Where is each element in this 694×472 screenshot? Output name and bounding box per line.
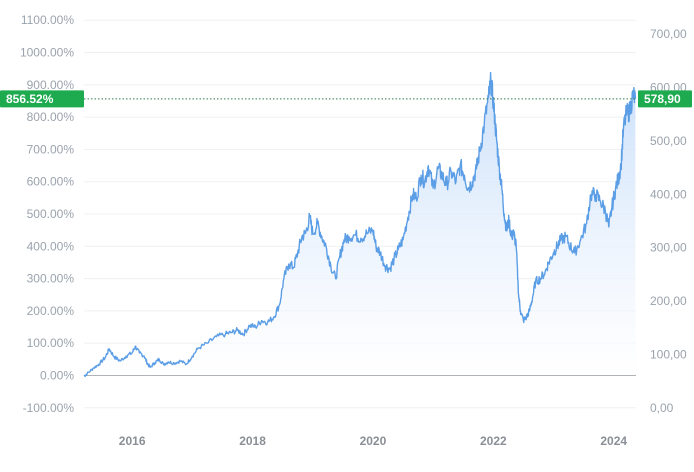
left-tick-label: 100.00% [27,336,75,350]
left-tick-label: 600.00% [27,175,75,189]
left-tick-label: 200.00% [27,304,75,318]
series-line [83,71,637,377]
x-tick-label: 2022 [480,434,507,448]
current-price-badge [638,90,692,108]
right-tick-label: 0,00 [650,401,674,415]
right-tick-label: 100,00 [650,347,687,361]
left-tick-label: 1100.00% [21,13,74,27]
left-tick-label: 900.00% [27,78,75,92]
left-tick-label: 0.00% [40,368,74,382]
right-tick-label: 200,00 [650,294,687,308]
right-axis-ticks: 0,00100,00200,00300,00400,00500,00600,00… [650,27,687,415]
area-fill-layer [84,72,636,377]
left-tick-label: 1000.00% [20,46,74,60]
right-tick-label: 400,00 [650,187,687,201]
current-value-badges: 856.52% 578,90 [0,90,692,108]
right-tick-label: 700,00 [650,27,687,41]
x-tick-label: 2020 [360,434,387,448]
left-axis-ticks: -100.00% 0.00% 100.00% 200.00% 300.00% 400.00… [20,13,74,415]
price-line-layer [83,71,637,377]
left-tick-label: 800.00% [27,110,75,124]
right-tick-label: 300,00 [650,241,687,255]
current-price-label: 578,90 [644,92,681,106]
x-tick-label: 2018 [239,434,266,448]
right-tick-label: 500,00 [650,134,687,148]
left-tick-label: 400.00% [27,239,75,253]
area-fill [84,72,636,377]
current-percent-badge [0,90,84,108]
left-tick-label: 700.00% [27,142,75,156]
x-tick-label: 2016 [119,434,146,448]
left-tick-label: -100.00% [23,401,75,415]
x-tick-label: 2024 [600,434,627,448]
x-axis-ticks: 2016 2018 2020 2022 2024 [119,434,628,448]
current-percent-label: 856.52% [6,92,54,106]
left-tick-label: 300.00% [27,272,75,286]
left-tick-label: 500.00% [27,207,75,221]
